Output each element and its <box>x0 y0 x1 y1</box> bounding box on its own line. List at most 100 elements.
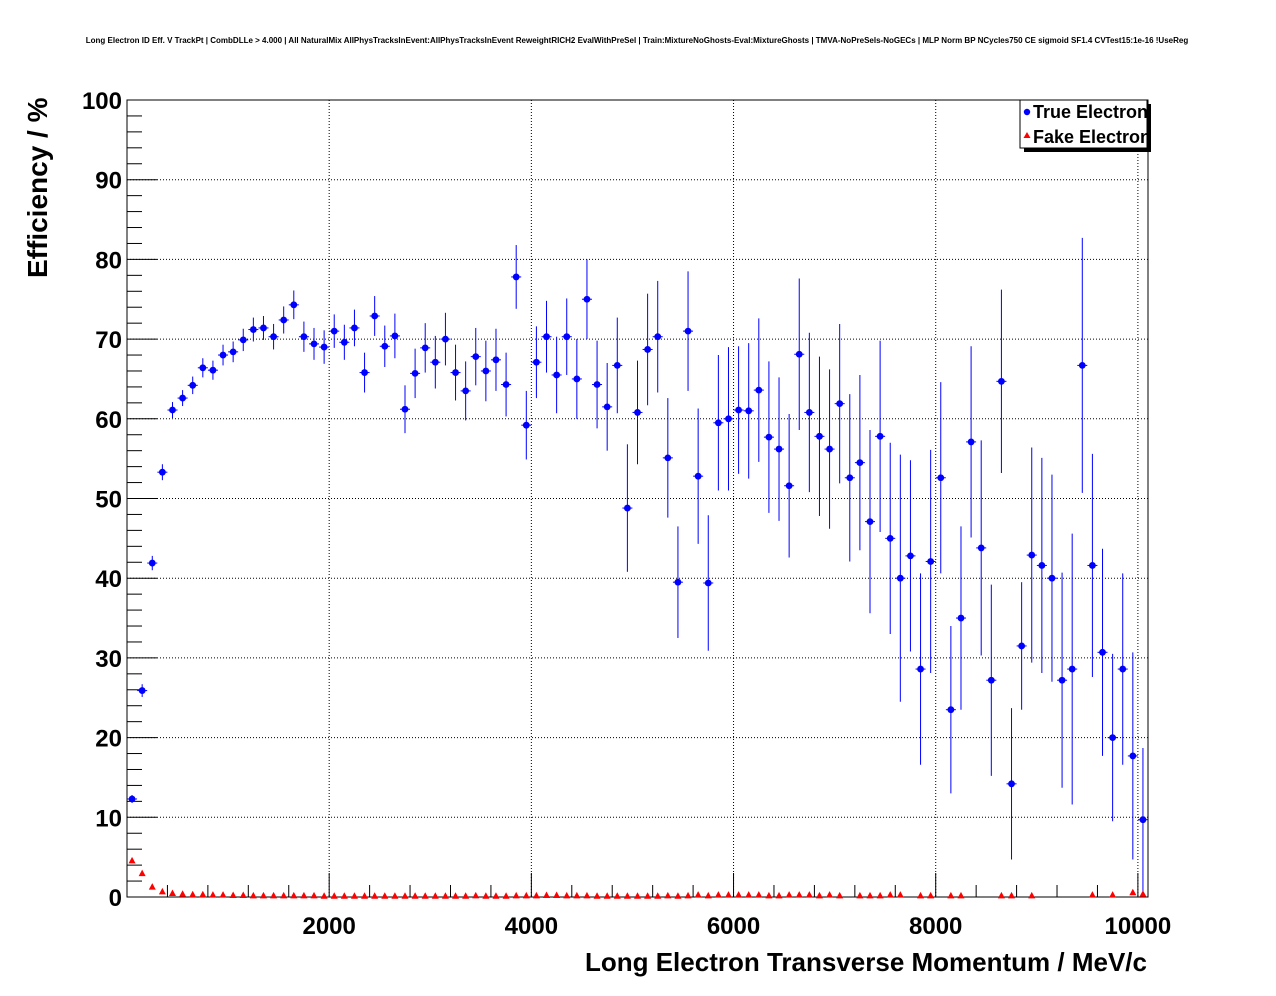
legend: True Electron Fake Electron <box>1019 99 1151 152</box>
fake-electron-point <box>735 891 743 898</box>
legend-box <box>1019 99 1148 149</box>
axis-ticks <box>127 99 1139 898</box>
fake-electron-point <box>755 891 763 898</box>
true-electron-point <box>1089 562 1096 569</box>
true-electron-point <box>1058 676 1066 684</box>
true-electron-point <box>593 381 601 388</box>
true-electron-point <box>340 338 348 346</box>
true-electron-point <box>563 333 571 341</box>
true-electron-point <box>431 358 439 366</box>
y-tick-label: 10 <box>95 805 122 832</box>
true-electron-point <box>664 454 672 462</box>
y-tick-label: 50 <box>95 487 122 514</box>
true-electron-point <box>351 324 358 332</box>
true-electron-point <box>1038 562 1046 569</box>
true-electron-point <box>876 432 884 440</box>
fake-electron-point <box>563 891 571 899</box>
fake-electron-point <box>462 892 470 899</box>
y-tick-label: 0 <box>109 885 122 912</box>
true-electron-point <box>947 706 955 714</box>
fake-electron-point <box>1139 890 1147 897</box>
fake-electron-point <box>573 891 581 899</box>
true-electron-point <box>957 614 965 622</box>
true-electron-point <box>553 371 561 379</box>
true-electron-point <box>361 369 368 376</box>
true-electron-point <box>846 474 854 482</box>
true-electron-point <box>603 403 611 411</box>
true-electron-point <box>442 335 449 343</box>
true-electron-point <box>219 351 227 359</box>
fake-electron-point <box>927 891 935 899</box>
x-tick-label: 2000 <box>302 913 355 940</box>
y-tick-label: 80 <box>95 247 122 274</box>
true-electron-point <box>543 333 550 341</box>
true-electron-point <box>533 358 540 366</box>
fake-electron-point <box>1008 891 1016 899</box>
fake-electron-point <box>836 891 844 899</box>
true-electron-point <box>169 406 176 414</box>
fake-electron-point <box>482 892 490 899</box>
true-electron-point <box>391 332 399 340</box>
x-axis-label: Long Electron Transverse Momentum / MeV/… <box>585 947 1147 977</box>
legend-label-fake-electron: Fake Electron <box>1033 127 1151 147</box>
true-electron-point <box>866 518 874 526</box>
true-electron-point <box>755 386 763 394</box>
fake-electron-point <box>371 892 379 899</box>
fake-electron-point <box>724 891 732 898</box>
fake-electron-point <box>259 891 267 899</box>
fake-electron-point <box>654 892 662 899</box>
fake-electron-point <box>856 891 864 899</box>
true-electron-point <box>199 364 207 372</box>
true-electron-point <box>694 472 702 480</box>
fake-electron-point <box>553 891 561 899</box>
true-electron-point <box>654 333 662 341</box>
true-electron-point <box>573 375 581 383</box>
true-electron-point <box>300 333 308 341</box>
y-tick-label: 60 <box>95 407 122 434</box>
true-electron-point <box>583 295 591 303</box>
fake-electron-point <box>340 892 348 899</box>
true-electron-point <box>411 369 419 377</box>
true-electron-point <box>320 343 328 351</box>
fake-electron-point <box>543 891 551 899</box>
fake-electron-point <box>805 891 813 898</box>
true-electron-point <box>452 369 459 376</box>
fake-electron-point <box>644 892 652 899</box>
fake-electron-point <box>330 892 338 899</box>
fake-electron-point <box>441 892 449 899</box>
y-tick-label: 20 <box>95 726 122 753</box>
true-electron-point <box>1109 734 1117 741</box>
true-electron-point <box>371 312 379 320</box>
true-electron-point <box>401 405 409 413</box>
y-tick-label: 40 <box>95 566 122 593</box>
fake-electron-point <box>694 891 702 898</box>
true-electron-point <box>826 445 833 453</box>
y-tick-label: 30 <box>95 646 122 673</box>
fake-electron-point <box>522 891 530 899</box>
true-electron-point <box>725 415 732 423</box>
true-electron-point <box>613 362 621 369</box>
true-electron-point <box>158 468 166 476</box>
true-electron-point <box>229 348 237 356</box>
true-electron-point <box>795 350 803 358</box>
true-electron-point <box>1018 642 1026 650</box>
true-electron-point <box>714 419 722 427</box>
true-electron-point <box>937 474 945 482</box>
fake-electron-point <box>795 891 803 898</box>
true-electron-point <box>704 579 712 587</box>
x-tick-label: 8000 <box>909 913 962 940</box>
true-electron-point <box>421 344 429 352</box>
fake-electron-point <box>947 891 955 899</box>
fake-electron-point <box>583 891 591 899</box>
x-tick-label: 6000 <box>707 913 760 940</box>
true-electron-point <box>128 795 136 803</box>
true-electron-point <box>472 353 480 361</box>
legend-marker-true-electron <box>1023 108 1031 116</box>
true-electron-point <box>856 459 864 467</box>
fake-electron-point <box>603 892 611 899</box>
fake-electron-point <box>785 891 793 898</box>
fake-electron-point <box>168 889 176 897</box>
fake-electron-point <box>158 887 166 895</box>
x-tick-label: 4000 <box>505 913 558 940</box>
